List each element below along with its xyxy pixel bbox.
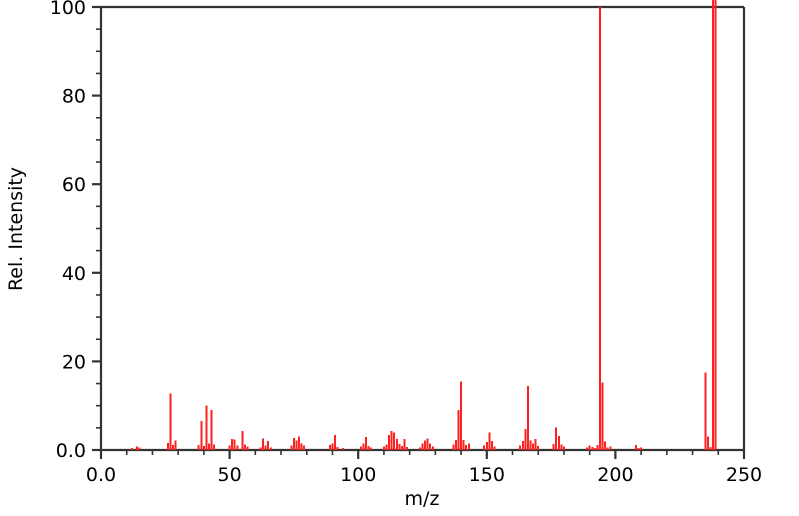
y-tick-label: 20	[62, 351, 86, 373]
y-axis-ticks	[92, 5, 101, 452]
y-axis-tick-labels: 0.0 20 40 60 80 100	[50, 0, 86, 462]
y-tick-label: 40	[62, 263, 86, 285]
x-tick-label: 200	[597, 464, 633, 486]
x-tick-label: 0.0	[86, 464, 116, 486]
y-tick-label: 100	[50, 0, 86, 19]
x-axis-tick-labels: 0.0 50 100 150 200 250	[86, 464, 762, 486]
x-axis-title: m/z	[405, 488, 440, 510]
y-tick-label: 60	[62, 174, 86, 196]
x-tick-label: 50	[218, 464, 242, 486]
x-tick-label: 100	[340, 464, 376, 486]
x-axis-ticks	[99, 450, 746, 459]
y-tick-label: 80	[62, 86, 86, 108]
x-tick-label: 150	[469, 464, 505, 486]
spectrum-peaks	[130, 0, 717, 450]
y-axis-title: Rel. Intensity	[5, 167, 27, 291]
x-tick-label: 250	[726, 464, 762, 486]
y-tick-label: 0.0	[56, 440, 86, 462]
